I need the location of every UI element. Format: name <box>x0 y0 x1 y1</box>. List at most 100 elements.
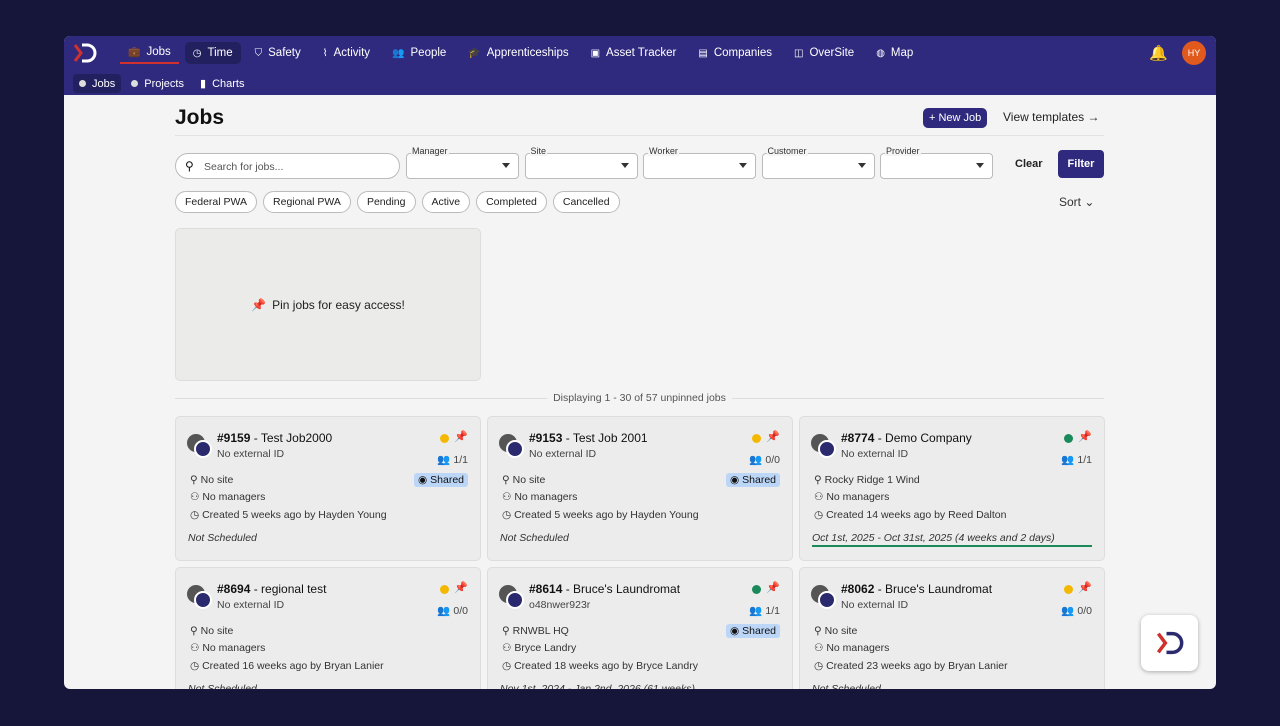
managers: ⚇ No managers <box>190 491 266 503</box>
job-card[interactable]: #8774 - Demo Company No external ID 📌 👥 … <box>799 416 1105 561</box>
new-job-button[interactable]: + New Job <box>923 108 988 128</box>
site: ⚲ RNWBL HQ <box>502 625 569 637</box>
external-id: No external ID <box>217 599 285 611</box>
job-title[interactable]: #8774 - Demo Company <box>841 431 972 445</box>
site: ⚲ No site <box>190 474 234 486</box>
worker-count: 👥 0/0 <box>749 454 780 466</box>
location-icon: ⚲ <box>814 625 822 637</box>
people-icon: 👥 <box>437 605 451 617</box>
dot-icon <box>79 80 86 87</box>
worker-count: 👥 1/1 <box>437 454 468 466</box>
subnav-jobs[interactable]: Jobs <box>73 74 122 93</box>
job-title[interactable]: #9159 - Test Job2000 <box>217 431 333 445</box>
chip-regional-pwa[interactable]: Regional PWA <box>263 191 351 213</box>
managers: ⚇ No managers <box>814 642 890 654</box>
site: ⚲ No site <box>814 625 858 637</box>
nav-map[interactable]: ◍ Map <box>876 47 914 59</box>
clock-icon: ◷ <box>502 509 512 521</box>
view-templates-link[interactable]: View templates → <box>1003 110 1100 124</box>
provider-select[interactable]: Provider <box>880 146 993 179</box>
site: ⚲ No site <box>190 625 234 637</box>
clock-icon: ◷ <box>190 660 200 672</box>
bell-icon[interactable]: 🔔 <box>1149 45 1168 62</box>
logo-icon[interactable] <box>73 43 97 63</box>
status-dot <box>1064 434 1073 443</box>
nav-time[interactable]: ◷ Time <box>184 42 241 64</box>
created: ◷ Created 16 weeks ago by Bryan Lanier <box>190 660 384 672</box>
eye-icon: ◉ <box>730 474 740 486</box>
chip-federal-pwa[interactable]: Federal PWA <box>175 191 258 213</box>
status-dot <box>752 585 761 594</box>
job-card[interactable]: #8062 - Bruce's Laundromat No external I… <box>799 567 1105 689</box>
chip-completed[interactable]: Completed <box>476 191 547 213</box>
chip-active[interactable]: Active <box>421 191 471 213</box>
nav-apprenticeships[interactable]: 🎓 Apprenticeships <box>468 47 569 59</box>
worker-select[interactable]: Worker <box>643 146 756 179</box>
sort-dropdown[interactable]: Sort ⌄ <box>1059 195 1095 209</box>
status-dot <box>752 434 761 443</box>
avatar <box>811 585 837 609</box>
chip-pending[interactable]: Pending <box>356 191 416 213</box>
worker-count: 👥 0/0 <box>437 605 468 617</box>
search-placeholder: Search for jobs... <box>204 161 284 173</box>
nav-companies[interactable]: ▤ Companies <box>698 47 772 59</box>
external-id: No external ID <box>841 599 909 611</box>
avatar <box>499 585 525 609</box>
divider <box>175 135 1104 136</box>
subnav-charts[interactable]: ▮ Charts <box>200 77 245 91</box>
job-title[interactable]: #8062 - Bruce's Laundromat <box>841 582 993 596</box>
avatar[interactable]: HY <box>1182 41 1206 65</box>
job-card[interactable]: #9159 - Test Job2000 No external ID 📌 👥 … <box>175 416 481 561</box>
pin-icon[interactable]: 📌 <box>766 582 780 594</box>
status-dot <box>1064 585 1073 594</box>
job-title[interactable]: #8614 - Bruce's Laundromat <box>529 582 681 596</box>
bar-chart-icon: ▮ <box>200 78 207 90</box>
dot-icon <box>131 80 139 87</box>
search-input[interactable]: ⚲ Search for jobs... <box>175 153 400 179</box>
nav-asset-tracker[interactable]: ▣ Asset Tracker <box>590 47 677 59</box>
person-icon: ⚇ <box>190 642 200 654</box>
person-icon: ⚇ <box>814 642 824 654</box>
managers: ⚇ No managers <box>814 491 890 503</box>
subnav-projects[interactable]: Projects <box>125 74 190 93</box>
chip-cancelled[interactable]: Cancelled <box>552 191 620 213</box>
filter-button[interactable]: Filter <box>1058 150 1104 178</box>
top-nav: 💼 Jobs ◷ Time ⛉ Safety ⌇ Activity 👥 People 🎓 Appren… <box>64 36 1216 95</box>
site: ⚲ No site <box>502 474 546 486</box>
manager-select[interactable]: Manager <box>406 146 519 179</box>
shared-badge: ◉ Shared <box>726 473 780 487</box>
pin-icon[interactable]: 📌 <box>1078 582 1092 594</box>
nav-jobs[interactable]: 💼 Jobs <box>120 42 179 64</box>
pin-icon[interactable]: 📌 <box>454 582 468 594</box>
nav-activity[interactable]: ⌇ Activity <box>322 47 371 59</box>
job-card[interactable]: #9153 - Test Job 2001 No external ID 📌 👥… <box>487 416 793 561</box>
schedule: Not Scheduled <box>188 683 257 689</box>
site-select[interactable]: Site <box>524 146 638 179</box>
pin-icon[interactable]: 📌 <box>766 431 780 443</box>
nav-oversite[interactable]: ◫ OverSite <box>793 47 855 59</box>
clock-icon: ◷ <box>814 509 824 521</box>
clear-button[interactable]: Clear <box>1015 158 1043 170</box>
pin-message: Pin jobs for easy access! <box>272 297 405 312</box>
pin-icon[interactable]: 📌 <box>454 431 468 443</box>
nav-safety[interactable]: ⛉ Safety <box>254 47 301 59</box>
nav-people[interactable]: 👥 People <box>392 47 447 59</box>
graduation-cap-icon: 🎓 <box>468 47 481 59</box>
managers: ⚇ Bryce Landry <box>502 642 577 654</box>
external-id: No external ID <box>529 448 597 460</box>
job-title[interactable]: #8694 - regional test <box>217 582 327 596</box>
job-title[interactable]: #9153 - Test Job 2001 <box>529 431 648 445</box>
jobs-page: Jobs + New Job View templates → ⚲ Search … <box>175 95 1105 689</box>
clock-icon: ◷ <box>190 509 200 521</box>
displaying-count: Displaying 1 - 30 of 57 unpinned jobs <box>175 392 1104 404</box>
person-icon: ⚇ <box>814 491 824 503</box>
pin-icon[interactable]: 📌 <box>1078 431 1092 443</box>
site: ⚲ Rocky Ridge 1 Wind <box>814 474 920 486</box>
eye-icon: ◉ <box>730 625 740 637</box>
job-card[interactable]: #8614 - Bruce's Laundromat o48nwer923r 📌… <box>487 567 793 689</box>
schedule: Nov 1st, 2024 - Jan 2nd, 2026 (61 weeks) <box>500 683 695 689</box>
customer-select[interactable]: Customer <box>761 146 875 179</box>
job-card[interactable]: #8694 - regional test No external ID 📌 👥… <box>175 567 481 689</box>
building-icon: ▤ <box>698 47 708 59</box>
dsptch-help-button[interactable] <box>1141 615 1198 671</box>
